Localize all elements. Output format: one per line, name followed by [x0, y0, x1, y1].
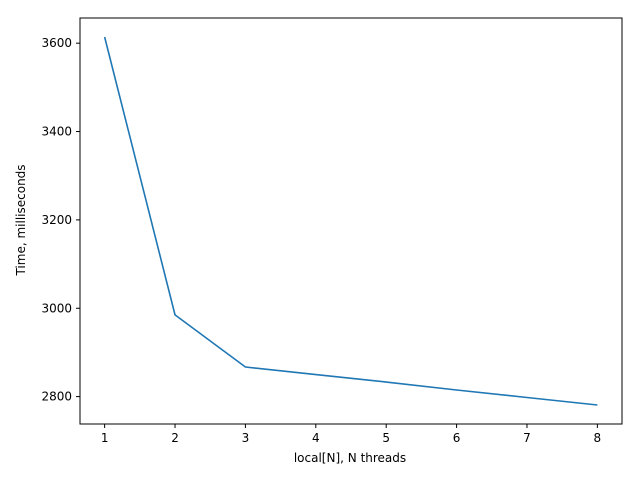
y-tick-label: 3400 [41, 125, 72, 139]
x-tick-label: 3 [242, 431, 250, 445]
y-tick-label: 3200 [41, 213, 72, 227]
x-tick-label: 5 [382, 431, 390, 445]
x-tick-label: 7 [523, 431, 531, 445]
plot-area [103, 36, 598, 406]
axes-frame [79, 17, 623, 425]
x-tick-label: 2 [171, 431, 179, 445]
y-tick-label: 3600 [41, 36, 72, 50]
x-tick-label: 6 [453, 431, 461, 445]
y-tick-label: 3000 [41, 301, 72, 315]
x-tick-label: 4 [312, 431, 320, 445]
x-tick-label: 8 [594, 431, 602, 445]
x-axis-label: local[N], N threads [294, 451, 406, 465]
x-axis: 1 2 3 4 5 6 7 8 [101, 424, 601, 445]
y-axis-label: Time, milliseconds [14, 164, 28, 276]
x-tick-label: 1 [101, 431, 109, 445]
series-line [103, 36, 598, 406]
y-tick-label: 2800 [41, 390, 72, 404]
y-axis: 2800 3000 3200 3400 3600 [41, 36, 80, 404]
